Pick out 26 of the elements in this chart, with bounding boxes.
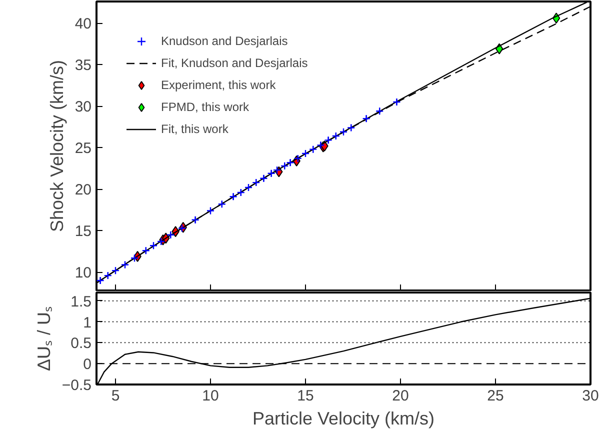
x-tick-label: 25 [487,388,504,404]
legend-label: FPMD, this work [161,100,250,114]
y-tick-label: 30 [74,98,92,116]
y-axis-title: ΔUₛ / Uₛ [34,306,54,372]
y-tick-label: 40 [74,16,92,33]
y-tick-label: 1 [83,314,92,332]
y-tick-label: 0.5 [70,335,92,352]
x-tick-label: 15 [297,388,314,404]
x-tick-label: 5 [111,388,120,404]
x-axis-title: Particle Velocity (km/s) [252,408,435,428]
x-tick-label: 20 [392,388,409,404]
y-tick-label: 1.5 [70,293,92,310]
legend-label: Fit, Knudson and Desjarlais [161,56,308,70]
y-tick-label: 25 [74,140,92,158]
y-axis-title: Shock Velocity (km/s) [46,60,67,232]
legend-label: Knudson and Desjarlais [161,34,288,48]
y-tick-label: −0.5 [62,377,92,394]
x-tick-label: 30 [582,388,599,404]
y-tick-label: 10 [74,264,92,282]
y-tick-label: 0 [83,356,92,374]
legend-label: Fit, this work [161,122,228,136]
legend-label: Experiment, this work [161,78,276,92]
y-tick-label: 35 [74,57,92,74]
y-tick-label: 15 [74,223,92,240]
x-tick-label: 10 [202,388,219,404]
y-tick-label: 20 [74,182,92,199]
